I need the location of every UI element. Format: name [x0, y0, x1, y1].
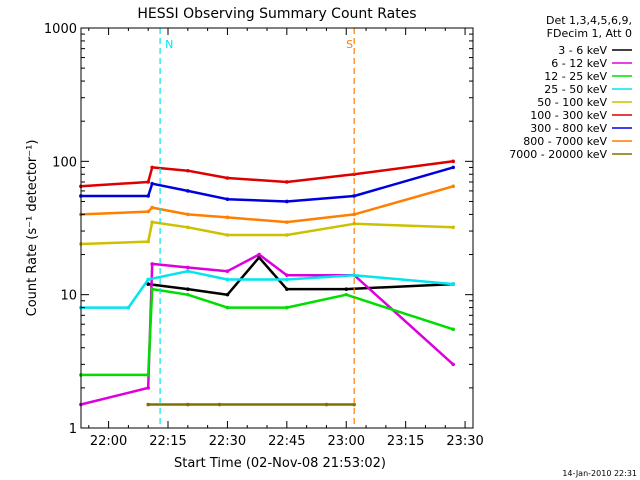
- data-point-3-6-kev: [344, 287, 349, 291]
- y-tick-label: 100: [52, 155, 77, 170]
- data-point-12-25-kev: [225, 305, 230, 310]
- data-point-800-7000-kev: [150, 205, 154, 210]
- legend-title-line: Det 1,3,4,5,6,9,: [546, 14, 632, 27]
- data-point-300-800-kev: [352, 194, 356, 198]
- data-point-100-300-kev: [352, 172, 356, 177]
- data-point-7000-20000-kev: [146, 402, 151, 407]
- legend-entry-label: 800 - 7000 keV: [523, 135, 607, 148]
- x-tick-label: 23:15: [387, 434, 424, 449]
- data-point-100-300-kev: [186, 168, 190, 173]
- data-point-12-25-kev: [344, 292, 349, 297]
- data-point-3-6-kev: [285, 287, 289, 291]
- data-point-3-6-kev: [225, 292, 230, 297]
- data-point-50-100-kev: [285, 233, 289, 237]
- data-point-12-25-kev: [285, 305, 289, 310]
- data-point-50-100-kev: [186, 225, 190, 230]
- series-line-25-50-kev: [80, 269, 454, 309]
- data-point-6-12-kev: [257, 252, 261, 257]
- series-line-50-100-kev: [80, 220, 454, 246]
- data-point-6-12-kev: [285, 273, 289, 277]
- data-point-25-50-kev: [146, 277, 151, 282]
- x-tick-label: 22:45: [268, 434, 305, 449]
- x-tick-label: 23:30: [446, 434, 483, 449]
- y-tick-label: 1000: [44, 22, 77, 37]
- annotation-label: N: [165, 38, 173, 51]
- data-point-800-7000-kev: [186, 212, 190, 217]
- data-point-6-12-kev: [146, 386, 151, 390]
- annotation-label: S: [346, 38, 353, 51]
- data-point-25-50-kev: [451, 282, 455, 286]
- data-point-7000-20000-kev: [324, 402, 329, 407]
- data-point-7000-20000-kev: [186, 402, 190, 407]
- data-point-50-100-kev: [150, 220, 154, 224]
- chart-title: HESSI Observing Summary Count Rates: [137, 6, 416, 22]
- plot-frame: [80, 27, 474, 429]
- legend-entry-label: 7000 - 20000 keV: [509, 148, 607, 161]
- data-layer: [79, 159, 455, 407]
- data-point-300-800-kev: [186, 189, 190, 193]
- data-point-300-800-kev: [285, 199, 289, 204]
- legend-entry-label: 300 - 800 keV: [530, 122, 607, 135]
- data-point-800-7000-kev: [225, 215, 230, 220]
- legend-entry-label: 3 - 6 keV: [558, 44, 607, 57]
- data-point-25-50-kev: [352, 273, 356, 277]
- data-point-7000-20000-kev: [352, 402, 356, 407]
- data-point-12-25-kev: [186, 292, 190, 297]
- legend-entry-label: 6 - 12 keV: [551, 57, 607, 70]
- data-point-6-12-kev: [225, 269, 230, 273]
- data-point-100-300-kev: [451, 159, 455, 164]
- data-point-6-12-kev: [150, 262, 154, 266]
- data-point-3-6-kev: [146, 282, 151, 286]
- data-point-6-12-kev: [451, 362, 455, 367]
- data-point-50-100-kev: [146, 239, 151, 244]
- data-point-25-50-kev: [285, 277, 289, 282]
- data-point-800-7000-kev: [146, 209, 151, 214]
- y-tick-label: 10: [60, 289, 77, 304]
- data-point-800-7000-kev: [451, 184, 455, 189]
- data-point-25-50-kev: [186, 269, 190, 273]
- legend-entry-label: 100 - 300 keV: [530, 109, 607, 122]
- data-point-12-25-kev: [451, 327, 455, 332]
- data-point-300-800-kev: [225, 197, 230, 201]
- x-axis-label: Start Time (02-Nov-08 21:53:02): [174, 456, 386, 471]
- legend-title-line: FDecim 1, Att 0: [547, 27, 632, 40]
- legend-entry-label: 12 - 25 keV: [544, 70, 607, 83]
- data-point-100-300-kev: [285, 180, 289, 184]
- axes-layer: 22:00 22:15 22:30 22:45 23:00 23:15 23:30 1 10 10…: [44, 22, 484, 449]
- x-tick-label: 22:15: [149, 434, 186, 449]
- legend-entry-label: 50 - 100 keV: [537, 96, 607, 109]
- data-point-50-100-kev: [451, 225, 455, 230]
- data-point-100-300-kev: [225, 176, 230, 180]
- legend-entry-label: 25 - 50 keV: [544, 83, 607, 96]
- y-tick-label: 1: [69, 422, 77, 437]
- data-point-25-50-kev: [126, 305, 131, 310]
- data-point-300-800-kev: [451, 165, 455, 170]
- data-point-100-300-kev: [150, 165, 154, 170]
- legend: Det 1,3,4,5,6,9,FDecim 1, Att 0 3 - 6 keV…: [509, 14, 632, 161]
- data-point-800-7000-kev: [285, 220, 289, 224]
- data-point-12-25-kev: [146, 373, 151, 377]
- x-tick-label: 23:00: [328, 434, 365, 449]
- data-point-100-300-kev: [146, 180, 151, 184]
- x-tick-label: 22:30: [209, 434, 246, 449]
- y-axis-label: Count Rate (s⁻¹ detector⁻¹): [25, 140, 40, 317]
- data-point-7000-20000-kev: [217, 402, 222, 407]
- data-point-12-25-kev: [150, 287, 154, 291]
- series-line-12-25-kev: [80, 287, 454, 377]
- series-line-300-800-kev: [80, 166, 454, 203]
- data-point-300-800-kev: [150, 181, 154, 186]
- series-line-100-300-kev: [80, 160, 454, 188]
- data-point-6-12-kev: [186, 265, 190, 270]
- data-point-3-6-kev: [186, 287, 190, 291]
- data-point-300-800-kev: [146, 194, 151, 198]
- data-point-800-7000-kev: [352, 212, 356, 217]
- footer-timestamp: 14-Jan-2010 22:31: [562, 469, 637, 478]
- x-tick-label: 22:00: [90, 434, 127, 449]
- data-point-25-50-kev: [225, 277, 230, 282]
- data-point-50-100-kev: [225, 233, 230, 237]
